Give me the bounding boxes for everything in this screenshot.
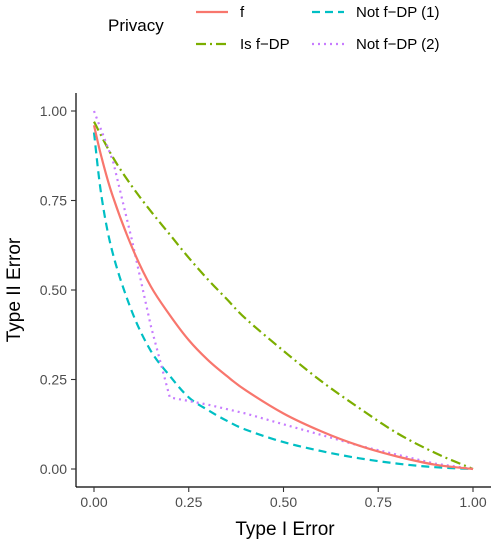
legend-label-2: Is f−DP bbox=[240, 36, 290, 53]
x-tick-label: 0.00 bbox=[80, 494, 107, 510]
x-tick-label: 0.50 bbox=[270, 494, 297, 510]
x-tick-label: 1.00 bbox=[459, 494, 486, 510]
y-axis-title: Type II Error bbox=[4, 237, 25, 342]
series-line-1 bbox=[92, 125, 474, 471]
x-ticks: 0.00 0.25 0.50 0.75 1.00 bbox=[80, 487, 487, 510]
y-tick-label: 0.25 bbox=[40, 372, 67, 388]
x-tick-label: 0.25 bbox=[175, 494, 202, 510]
series-line-2 bbox=[93, 121, 474, 471]
series-layer bbox=[92, 110, 474, 471]
series-line-3 bbox=[92, 132, 474, 471]
y-tick-label: 1.00 bbox=[40, 103, 67, 119]
legend-items: f Is f−DP Not f−DP (1) Not f−DP (2) bbox=[196, 4, 440, 53]
y-tick-label: 0.75 bbox=[40, 193, 67, 209]
y-tick-label: 0.00 bbox=[40, 461, 67, 477]
y-ticks: 0.00 0.25 0.50 0.75 1.00 bbox=[40, 103, 76, 477]
x-tick-label: 0.75 bbox=[365, 494, 392, 510]
legend: Privacy f Is f−DP Not f−DP (1) Not f−DP (2) bbox=[108, 4, 440, 53]
legend-title: Privacy bbox=[108, 16, 164, 35]
legend-label-4: Not f−DP (2) bbox=[356, 36, 440, 53]
x-axis-title: Type I Error bbox=[235, 519, 335, 540]
y-tick-label: 0.50 bbox=[40, 282, 67, 298]
legend-label-1: f bbox=[240, 4, 245, 21]
legend-label-3: Not f−DP (1) bbox=[356, 4, 440, 21]
